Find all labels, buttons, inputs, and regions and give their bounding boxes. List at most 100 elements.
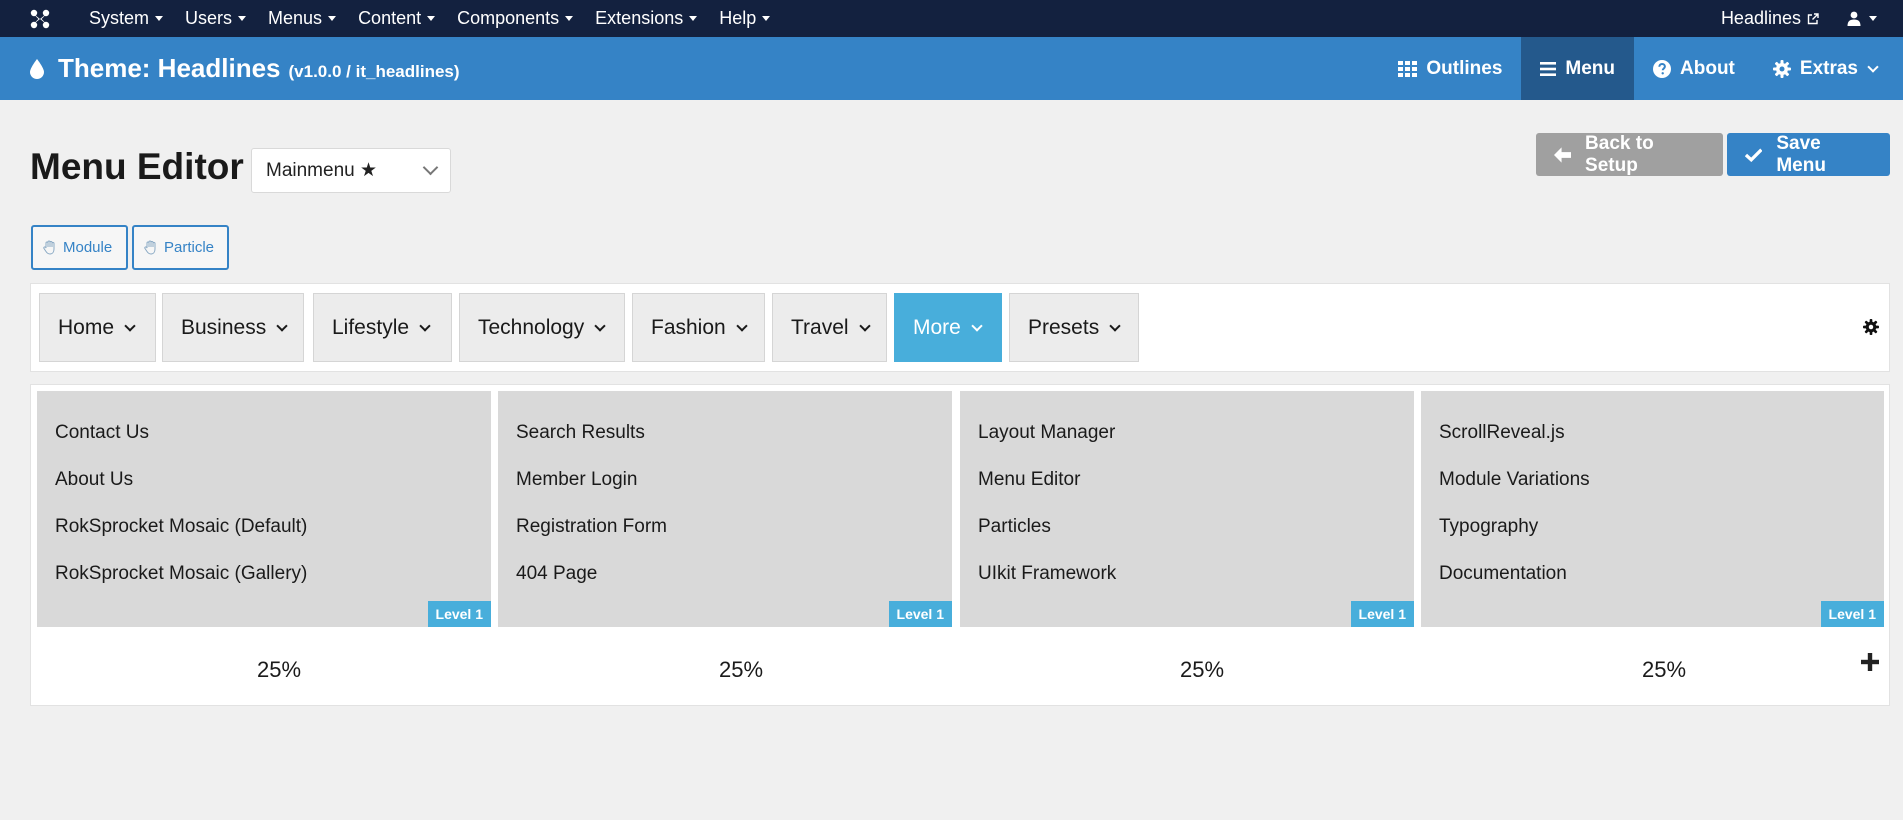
theme-title: Theme: Headlines (v1.0.0 / it_headlines) <box>30 53 460 84</box>
level-badge: Level 1 <box>1350 601 1414 627</box>
level-badge: Level 1 <box>427 601 491 627</box>
hand-icon <box>144 240 156 255</box>
menu-item-presets[interactable]: Presets <box>1009 293 1139 362</box>
submenu-item[interactable]: Contact Us <box>55 422 149 443</box>
submenu-item[interactable]: Menu Editor <box>978 469 1081 490</box>
admin-menu-system[interactable]: System <box>78 0 174 37</box>
caret-down-icon <box>689 16 698 21</box>
submenu-column[interactable]: Search Results Member Login Registration… <box>498 391 952 627</box>
submenu-column[interactable]: ScrollReveal.js Module Variations Typogr… <box>1421 391 1884 627</box>
submenu-item[interactable]: Documentation <box>1439 563 1567 584</box>
admin-menu-label: Components <box>457 8 560 28</box>
menu-item-lifestyle[interactable]: Lifestyle <box>313 293 452 362</box>
particle-drag-item[interactable]: Particle <box>132 225 229 270</box>
theme-version: (v1.0.0 / it_headlines) <box>288 62 460 81</box>
column-width-label[interactable]: 25% <box>1641 657 1687 682</box>
caret-down-icon <box>565 16 574 21</box>
chevron-down-icon <box>594 319 606 332</box>
tab-label: About <box>1680 57 1735 79</box>
admin-menu-label: Help <box>719 8 757 28</box>
chevron-down-icon <box>419 319 431 332</box>
submenu-item[interactable]: UIkit Framework <box>978 563 1117 584</box>
menu-item-label: Lifestyle <box>332 315 410 339</box>
theme-nav: Outlines Menu About <box>1379 37 1903 100</box>
view-site-link[interactable]: Headlines <box>1707 8 1833 29</box>
submenu-item[interactable]: Typography <box>1439 516 1539 537</box>
menu-select-value: Mainmenu ★ <box>266 160 378 181</box>
admin-menu-help[interactable]: Help <box>708 0 781 37</box>
submenu-item[interactable]: RokSprocket Mosaic (Default) <box>55 516 308 537</box>
module-drag-item[interactable]: Module <box>31 225 128 270</box>
pill-label: Particle <box>164 239 215 256</box>
submenu-column[interactable]: Layout Manager Menu Editor Particles UIk… <box>960 391 1414 627</box>
tab-label: Menu <box>1565 57 1616 79</box>
menu-item-label: Presets <box>1028 315 1100 339</box>
submenu-item[interactable]: Module Variations <box>1439 469 1590 490</box>
column-width-label[interactable]: 25% <box>256 657 302 682</box>
menu-items-row: Home Business Lifestyle Technology Fashi… <box>30 283 1890 372</box>
tab-label: Extras <box>1799 57 1858 79</box>
joomla-logo-icon[interactable] <box>20 0 60 37</box>
submenu-item[interactable]: About Us <box>55 469 134 490</box>
tab-menu[interactable]: Menu <box>1521 37 1635 100</box>
tab-extras[interactable]: Extras <box>1754 37 1903 100</box>
admin-menu-content[interactable]: Content <box>347 0 446 37</box>
bars-icon <box>1540 61 1557 76</box>
admin-menu-users[interactable]: Users <box>174 0 257 37</box>
submenu-item[interactable]: ScrollReveal.js <box>1439 422 1565 443</box>
menu-item-home[interactable]: Home <box>39 293 156 362</box>
menu-item-business[interactable]: Business <box>162 293 304 362</box>
submenu-item[interactable]: Member Login <box>516 469 638 490</box>
pill-label: Module <box>63 239 113 256</box>
save-menu-button[interactable]: Save Menu <box>1727 133 1890 176</box>
menu-select-dropdown[interactable]: Mainmenu ★ <box>251 148 451 193</box>
submenu-item[interactable]: Registration Form <box>516 516 667 537</box>
chevron-down-icon <box>971 319 983 332</box>
tab-outlines[interactable]: Outlines <box>1379 37 1521 100</box>
menu-item-label: Fashion <box>651 315 726 339</box>
user-menu[interactable] <box>1833 11 1903 26</box>
admin-toolbar: System Users Menus Content Components Ex… <box>0 0 1903 37</box>
admin-menu-components[interactable]: Components <box>446 0 584 37</box>
column-width-label[interactable]: 25% <box>718 657 764 682</box>
menu-item-label: Travel <box>791 315 849 339</box>
gear-icon[interactable] <box>1863 319 1879 335</box>
page-title: Menu Editor <box>30 146 244 187</box>
site-name-label: Headlines <box>1720 8 1801 28</box>
menu-item-travel[interactable]: Travel <box>772 293 887 362</box>
column-width-label[interactable]: 25% <box>1179 657 1225 682</box>
back-to-setup-button[interactable]: Back to Setup <box>1536 133 1723 176</box>
admin-menu-label: Users <box>185 8 233 28</box>
chevron-down-icon <box>124 319 136 332</box>
submenu-item[interactable]: Search Results <box>516 422 645 443</box>
menu-item-label: More <box>913 315 961 339</box>
hand-icon <box>43 240 55 255</box>
admin-menu-label: Content <box>358 8 422 28</box>
theme-header: Theme: Headlines (v1.0.0 / it_headlines) … <box>0 37 1903 100</box>
arrow-left-icon <box>1554 146 1572 163</box>
menu-item-fashion[interactable]: Fashion <box>632 293 765 362</box>
admin-bar-right: Headlines <box>1707 0 1903 37</box>
menu-item-more[interactable]: More <box>894 293 1002 362</box>
admin-menu-extensions[interactable]: Extensions <box>584 0 708 37</box>
submenu-columns-panel: Contact Us About Us RokSprocket Mosaic (… <box>30 384 1890 706</box>
submenu-item[interactable]: Particles <box>978 516 1051 537</box>
admin-menu-menus[interactable]: Menus <box>257 0 347 37</box>
submenu-item[interactable]: 404 Page <box>516 563 598 584</box>
submenu-column[interactable]: Contact Us About Us RokSprocket Mosaic (… <box>37 391 491 627</box>
add-column-icon[interactable] <box>1861 653 1879 671</box>
menu-item-technology[interactable]: Technology <box>459 293 625 362</box>
gear-icon <box>1772 59 1791 78</box>
button-label: Back to Setup <box>1585 132 1654 176</box>
caret-down-icon <box>1869 16 1877 21</box>
admin-menu-label: Menus <box>268 8 323 28</box>
chevron-down-icon <box>1109 319 1121 332</box>
question-circle-icon <box>1653 59 1672 78</box>
submenu-item[interactable]: RokSprocket Mosaic (Gallery) <box>55 563 308 584</box>
submenu-item[interactable]: Layout Manager <box>978 422 1116 443</box>
tab-about[interactable]: About <box>1634 37 1754 100</box>
theme-name: Theme: Headlines <box>58 53 281 83</box>
admin-nav: System Users Menus Content Components Ex… <box>78 0 781 37</box>
admin-menu-label: Extensions <box>595 8 684 28</box>
user-icon <box>1847 11 1861 26</box>
